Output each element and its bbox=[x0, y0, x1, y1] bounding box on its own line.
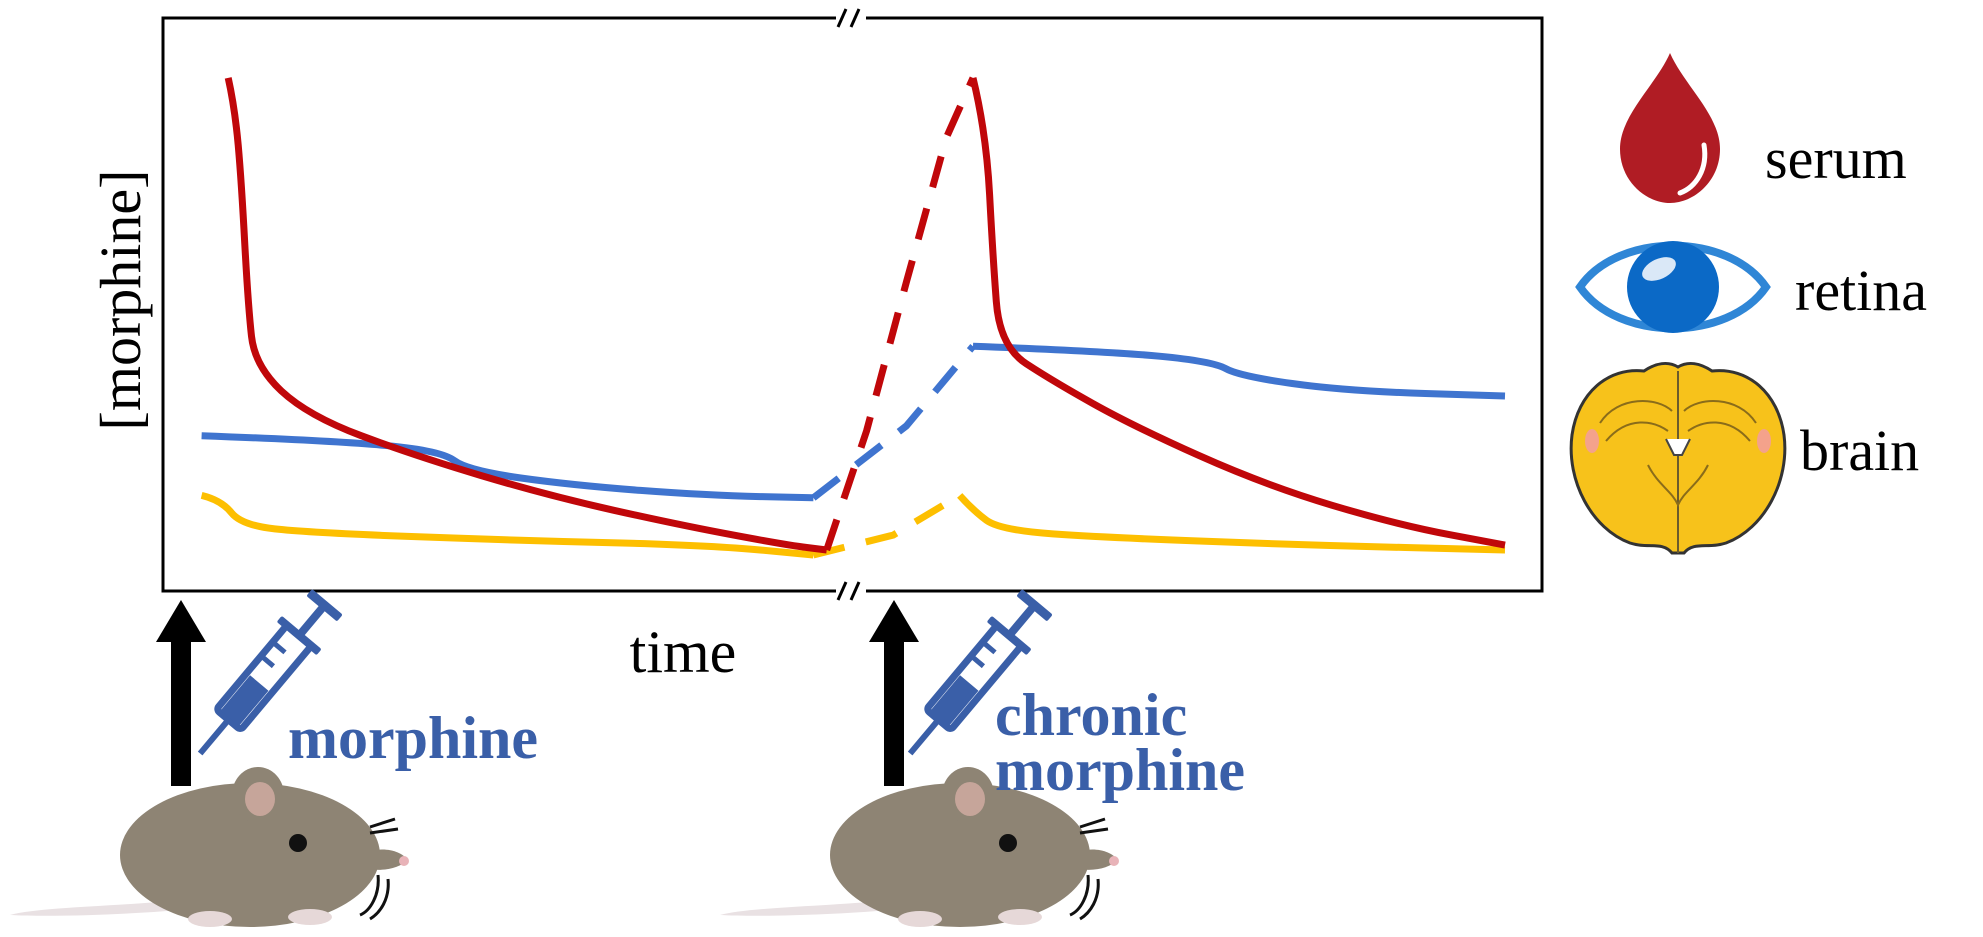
brain-icon bbox=[1569, 362, 1787, 555]
x-axis-label: time bbox=[630, 619, 737, 685]
injection-label-chronic-morphine: morphine bbox=[995, 737, 1245, 803]
series-retina bbox=[201, 342, 1506, 502]
series-serum-bridge-dashed-line bbox=[823, 76, 977, 552]
series-retina-phase2-line bbox=[972, 342, 1506, 400]
up-arrow-icon bbox=[869, 600, 919, 786]
series-brain-phase2-line bbox=[957, 493, 1506, 554]
legend-label-serum: serum bbox=[1765, 126, 1907, 191]
series-serum-phase1-line bbox=[224, 77, 828, 554]
injection-label-morphine: morphine bbox=[288, 705, 538, 771]
series-brain bbox=[200, 492, 1506, 559]
mouse-icon bbox=[10, 767, 409, 927]
axis-break-bottom bbox=[836, 581, 866, 601]
mouse-icon bbox=[720, 767, 1119, 927]
up-arrow-icon bbox=[156, 600, 206, 786]
syringe-icon bbox=[907, 589, 1052, 756]
legend-label-retina: retina bbox=[1795, 258, 1927, 323]
series-brain-phase1-line bbox=[200, 492, 814, 559]
axis-break-top bbox=[836, 8, 866, 28]
blood-drop-icon bbox=[1620, 53, 1720, 203]
y-axis-label: [morphine] bbox=[88, 170, 153, 431]
series-serum bbox=[224, 76, 1506, 554]
series-serum-phase2-line bbox=[969, 77, 1506, 549]
series-retina-phase1-line bbox=[201, 432, 814, 502]
series-layer bbox=[200, 76, 1506, 559]
series-retina-bridge-dashed-line bbox=[811, 344, 976, 501]
series-brain-bridge-dashed-line bbox=[812, 492, 962, 559]
syringe-icon bbox=[197, 589, 342, 756]
eye-icon bbox=[1575, 241, 1771, 333]
legend-label-brain: brain bbox=[1800, 418, 1919, 483]
injection-label-chronic: chronic bbox=[995, 682, 1187, 748]
